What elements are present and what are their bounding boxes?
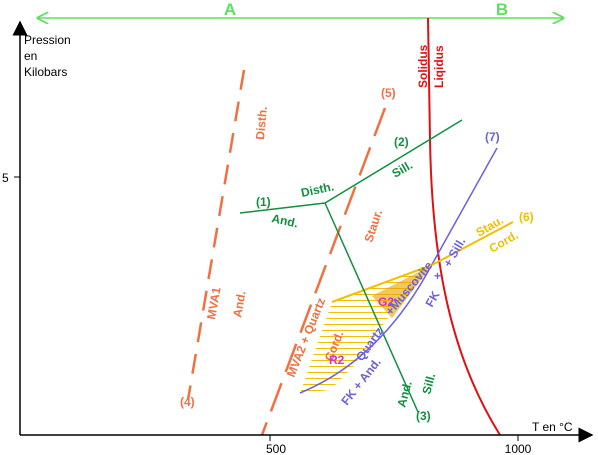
- region-label: A: [224, 0, 236, 19]
- curve-6: [429, 221, 514, 267]
- solidus-curve: [427, 17, 501, 436]
- curve-label: (4): [180, 395, 195, 409]
- curve-label: (2): [394, 135, 409, 149]
- curve-label: (3): [416, 409, 431, 423]
- curve-5: [260, 107, 387, 436]
- label: Staur.: [362, 208, 386, 244]
- curve-label: (7): [485, 130, 500, 144]
- curve-label: (5): [381, 86, 396, 100]
- curve-label: Solidus: [416, 44, 430, 88]
- label: FK: [422, 288, 442, 309]
- label: Sill.: [419, 372, 438, 396]
- curve-label: Liqidus: [432, 45, 446, 88]
- stability-field-core: [372, 265, 432, 318]
- label: And.: [270, 211, 299, 230]
- label: MVA1: [204, 286, 223, 321]
- label: Disth.: [253, 106, 270, 140]
- label: R2: [329, 353, 345, 367]
- region-label: B: [496, 0, 508, 19]
- curve-label: (1): [256, 195, 271, 209]
- curve-3: [324, 202, 419, 413]
- curve-7: [299, 147, 498, 394]
- x-tick-label: 500: [266, 442, 286, 455]
- x-title: T en °C: [532, 420, 573, 434]
- label: +: [434, 269, 441, 283]
- x-tick-label: 1000: [505, 442, 532, 455]
- y-title: Pression: [24, 33, 71, 47]
- y-title: en: [24, 49, 37, 63]
- y-title: Kilobars: [24, 65, 67, 79]
- curve-4: [186, 69, 246, 401]
- y-tick-label: 5: [2, 171, 9, 185]
- label: And.: [230, 290, 248, 319]
- label: G2: [378, 295, 394, 309]
- label: Disth.: [300, 179, 336, 200]
- curve-label: (6): [519, 210, 534, 224]
- field-edge: [331, 264, 433, 303]
- label: And.: [394, 379, 414, 408]
